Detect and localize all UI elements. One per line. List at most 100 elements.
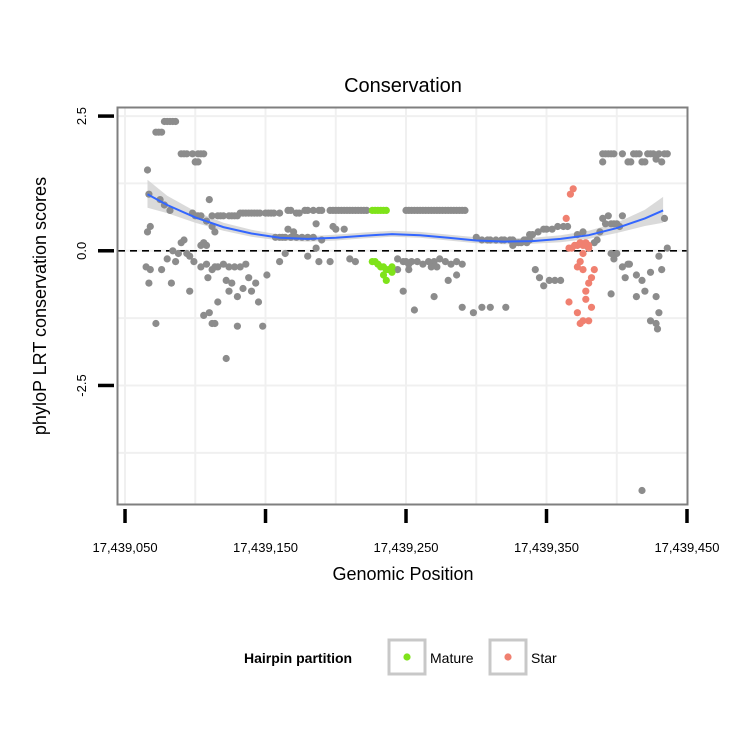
point-other xyxy=(635,150,643,158)
legend-swatch-star xyxy=(504,653,512,661)
point-other xyxy=(233,322,241,330)
point-other xyxy=(646,317,655,325)
point-other xyxy=(276,258,284,266)
point-other xyxy=(408,258,416,266)
point-other xyxy=(202,260,211,268)
point-star xyxy=(585,279,593,287)
point-star xyxy=(587,303,596,311)
point-other xyxy=(186,252,194,260)
y-axis-title: phyloP LRT conservation scores xyxy=(30,177,50,435)
point-other xyxy=(526,231,534,239)
point-other xyxy=(225,287,233,295)
point-other xyxy=(318,206,326,214)
smooth-band-layer xyxy=(147,179,664,245)
point-other xyxy=(427,263,435,271)
point-other xyxy=(453,271,461,279)
point-other xyxy=(652,319,660,328)
point-other xyxy=(222,354,230,363)
point-mature xyxy=(379,271,388,279)
point-other xyxy=(607,290,615,298)
point-other xyxy=(579,228,587,236)
point-other xyxy=(172,117,180,126)
point-other xyxy=(521,236,530,244)
point-other xyxy=(653,325,662,333)
point-other xyxy=(424,258,433,266)
point-star xyxy=(579,317,587,325)
point-other xyxy=(263,271,271,279)
point-other xyxy=(208,212,216,220)
point-other xyxy=(340,225,348,233)
point-star xyxy=(576,258,584,266)
point-other xyxy=(295,209,303,217)
point-other xyxy=(638,276,646,284)
point-other xyxy=(458,260,466,268)
point-other xyxy=(228,279,236,287)
point-other xyxy=(535,274,544,282)
point-other xyxy=(233,293,241,301)
point-other xyxy=(281,249,289,258)
point-other xyxy=(312,220,320,228)
point-other xyxy=(433,263,441,271)
point-other xyxy=(284,225,292,233)
point-other xyxy=(632,271,641,279)
point-other xyxy=(214,263,222,271)
point-other xyxy=(332,225,340,233)
point-other xyxy=(531,266,539,274)
point-other xyxy=(502,303,510,311)
point-other xyxy=(564,222,572,231)
point-other xyxy=(152,319,160,328)
point-other xyxy=(632,293,641,301)
y-tick-label: 0.0 xyxy=(74,242,89,260)
point-other xyxy=(394,255,402,263)
point-other xyxy=(394,266,402,274)
x-tick-label: 17,439,050 xyxy=(92,540,157,555)
point-other xyxy=(641,287,649,295)
point-other xyxy=(542,225,551,233)
point-other xyxy=(231,263,239,271)
point-other xyxy=(304,206,312,214)
point-other xyxy=(478,303,486,311)
point-other xyxy=(436,255,444,263)
x-tick-label: 17,439,350 xyxy=(514,540,579,555)
point-other xyxy=(410,306,418,314)
point-other xyxy=(624,260,632,268)
point-other xyxy=(211,319,219,328)
point-other xyxy=(219,212,227,220)
point-other xyxy=(554,222,562,231)
point-other xyxy=(618,263,627,271)
chart-title: Conservation xyxy=(344,75,462,97)
point-other xyxy=(252,279,260,287)
point-other xyxy=(222,276,230,284)
point-other xyxy=(557,276,565,284)
point-other xyxy=(351,258,359,266)
point-other xyxy=(247,287,256,295)
point-other xyxy=(146,222,154,231)
y-tick-label: 2.5 xyxy=(74,107,89,125)
point-other xyxy=(430,293,438,301)
point-other xyxy=(225,263,233,271)
point-other xyxy=(204,274,212,282)
point-other xyxy=(441,258,449,266)
point-star xyxy=(587,274,596,282)
point-other xyxy=(472,233,480,241)
point-other xyxy=(444,276,452,284)
point-star xyxy=(569,185,577,193)
point-other xyxy=(621,274,629,282)
point-other xyxy=(663,244,671,252)
point-star xyxy=(565,298,573,306)
point-other xyxy=(211,228,219,236)
point-other xyxy=(190,258,198,266)
point-other xyxy=(413,258,421,266)
point-other xyxy=(143,166,152,174)
point-other xyxy=(183,150,191,158)
point-other xyxy=(618,150,627,158)
legend-key-mature xyxy=(387,638,427,676)
point-other xyxy=(197,212,205,220)
point-other xyxy=(655,252,663,260)
point-other xyxy=(172,258,180,266)
x-axis-title: Genomic Position xyxy=(332,564,473,584)
point-other xyxy=(259,322,267,330)
point-other xyxy=(405,266,413,274)
point-other xyxy=(663,150,671,158)
